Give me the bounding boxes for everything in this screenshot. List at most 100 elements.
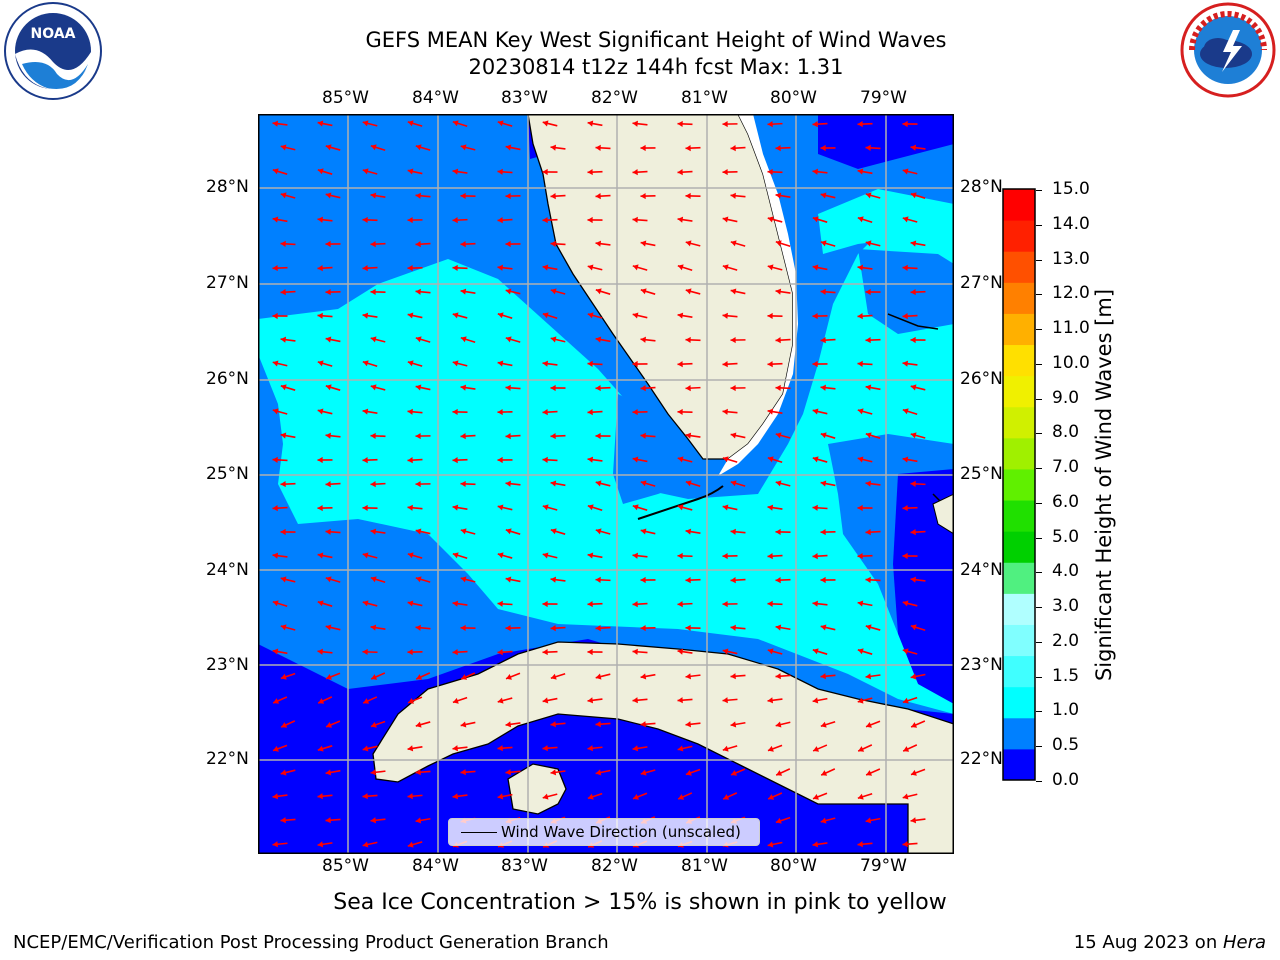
- colorbar-tick-label: 12.0: [1052, 283, 1090, 304]
- wave-direction-arrowhead: [362, 600, 369, 607]
- florida-white-margin: [718, 114, 798, 476]
- colorbar-tick-label: 4.0: [1052, 561, 1080, 582]
- wave-direction-arrowhead: [497, 408, 503, 416]
- wave-direction-arrowhead: [272, 841, 278, 848]
- wave-direction-arrowhead: [820, 337, 826, 344]
- wave-direction-arrowhead: [632, 504, 639, 511]
- wave-direction-arrowhead: [587, 697, 594, 704]
- lat-label-right-28: 28°N: [960, 177, 1003, 197]
- wave-direction-arrowhead: [325, 624, 332, 631]
- colorbar-segment: [1003, 500, 1035, 532]
- wave-direction-arrowhead: [812, 168, 818, 175]
- wave-direction-arrowhead: [857, 697, 864, 704]
- wave-direction-arrowhead: [452, 504, 459, 511]
- wave-direction-arrowhead: [730, 432, 737, 439]
- colorbar-tick-label: 1.5: [1052, 665, 1080, 686]
- wave-direction-arrowhead: [280, 144, 287, 151]
- wave-direction-arrowhead: [505, 192, 511, 200]
- noaa-logo-text: NOAA: [31, 26, 76, 42]
- wave-direction-arrowhead: [865, 144, 871, 151]
- wave-direction-arrowhead: [910, 432, 917, 439]
- wave-direction-arrowhead: [722, 745, 729, 752]
- wave-direction-arrowhead: [595, 721, 601, 728]
- lat-label-left-22: 22°N: [206, 749, 249, 769]
- wind-wave-direction-arrows: [272, 120, 926, 848]
- wave-direction-arrowhead: [587, 312, 594, 319]
- wave-direction-arrowhead: [677, 504, 684, 511]
- wave-direction-arrowhead: [677, 648, 684, 655]
- wave-direction-arrowhead: [775, 480, 782, 487]
- wave-direction-arrowhead: [633, 794, 639, 800]
- colorbar-tick-label: 0.0: [1052, 770, 1080, 790]
- wave-direction-arrowhead: [272, 552, 279, 559]
- nws-logo-icon: [1180, 2, 1276, 98]
- wave-direction-arrowhead: [542, 697, 549, 704]
- wave-direction-arrowhead: [542, 264, 549, 271]
- wave-direction-arrowhead: [587, 504, 594, 511]
- wave-direction-arrowhead: [865, 240, 872, 247]
- wave-direction-arrowhead: [812, 504, 818, 511]
- wave-direction-arrowhead: [505, 384, 511, 391]
- wave-direction-arrowhead: [820, 528, 826, 536]
- wave-direction-arrowhead: [775, 384, 781, 391]
- wave-direction-arrowhead: [730, 145, 736, 152]
- legend-label: Wind Wave Direction (unscaled): [501, 823, 741, 841]
- wave-direction-arrowhead: [632, 216, 638, 223]
- wave-direction-arrowhead: [730, 288, 737, 295]
- wave-direction-arrowhead: [542, 745, 548, 752]
- wave-direction-arrowhead: [550, 480, 557, 487]
- wave-direction-arrowhead: [452, 217, 458, 224]
- wave-direction-arrowhead: [595, 576, 601, 583]
- wave-direction-arrowhead: [370, 144, 377, 151]
- wave-direction-arrowhead: [497, 456, 503, 464]
- wave-direction-arrowhead: [325, 384, 332, 391]
- colorbar-segment: [1003, 251, 1035, 283]
- wave-direction-arrowhead: [325, 481, 331, 488]
- wave-direction-arrowhead: [730, 624, 736, 631]
- lat-label-right-22: 22°N: [960, 749, 1003, 769]
- wave-direction-arrowhead: [677, 312, 684, 319]
- wave-direction-arrowhead: [910, 480, 916, 487]
- wave-direction-arrowhead: [550, 432, 556, 440]
- wave-direction-arrowhead: [857, 552, 863, 560]
- wave-direction-arrowhead: [865, 336, 871, 344]
- wave-direction-arrowhead: [640, 721, 646, 728]
- wave-direction-arrowhead: [595, 193, 601, 200]
- wave-direction-arrowhead: [685, 192, 691, 200]
- plot-title-line1: GEFS MEAN Key West Significant Height of…: [365, 28, 947, 52]
- wave-direction-arrowhead: [505, 336, 512, 343]
- wave-direction-arrowhead: [452, 457, 458, 464]
- wave-direction-arrowhead: [460, 433, 466, 440]
- colorbar-segment: [1003, 344, 1035, 377]
- wave-direction-arrowhead: [497, 793, 504, 800]
- wave-direction-arrowhead: [452, 312, 459, 319]
- lon-label-top-85: 85°W: [322, 88, 369, 108]
- wave-direction-arrowhead: [317, 504, 323, 512]
- wave-direction-arrowhead: [857, 600, 864, 607]
- wave-direction-arrowhead: [632, 601, 638, 608]
- wave-direction-arrowhead: [280, 384, 287, 391]
- wave-direction-arrowhead: [902, 648, 909, 655]
- wave-direction-arrowhead: [325, 769, 332, 776]
- wave-direction-arrowhead: [865, 529, 871, 536]
- wave-direction-arrowhead: [820, 384, 826, 391]
- wave-direction-arrowhead: [505, 528, 512, 535]
- lon-label-bottom-83: 83°W: [501, 856, 548, 876]
- wave-direction-arrowhead: [685, 385, 691, 392]
- wave-direction-arrowhead: [857, 216, 864, 223]
- wave-direction-arrowhead: [497, 217, 503, 224]
- wave-direction-arrowhead: [902, 408, 909, 415]
- wave-direction-arrowhead: [865, 576, 871, 583]
- wave-direction-arrowhead: [370, 481, 376, 488]
- wave-direction-arrowhead: [452, 264, 458, 272]
- wave-direction-arrowhead: [902, 793, 909, 800]
- wave-direction-arrowhead: [416, 674, 423, 680]
- wave-direction-arrowhead: [857, 456, 864, 463]
- colorbar-tick-mark: [1036, 572, 1042, 574]
- wave-direction-arrowhead: [415, 192, 421, 199]
- wave-direction-arrowhead: [730, 528, 736, 535]
- ocean-deep-region-east: [893, 469, 954, 714]
- wave-direction-arrowhead: [775, 240, 782, 247]
- colorbar-tick-mark: [1036, 224, 1042, 226]
- colorbar-tick-label: 15.0: [1052, 179, 1090, 199]
